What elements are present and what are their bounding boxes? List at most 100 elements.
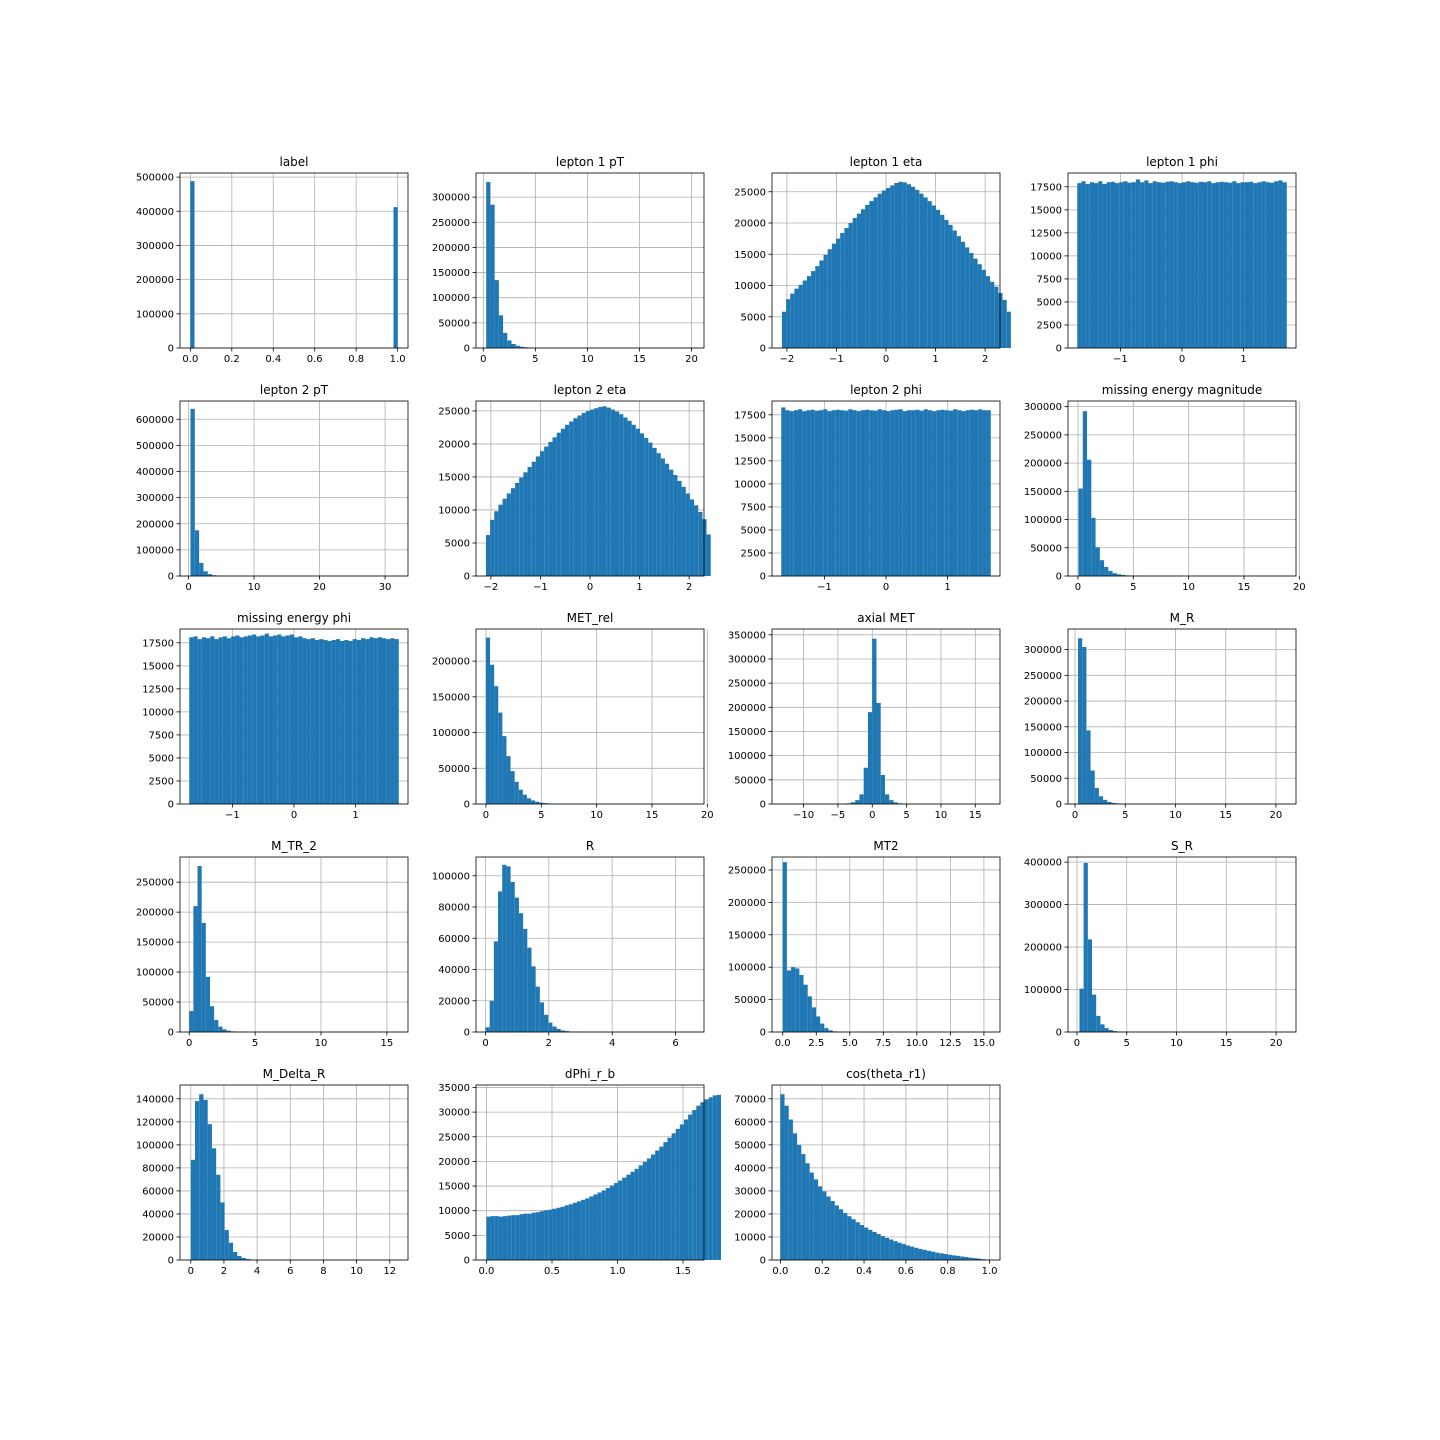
histogram-bar bbox=[784, 1105, 789, 1260]
histogram-bar bbox=[898, 409, 903, 576]
x-tick-label: 15 bbox=[633, 354, 646, 365]
histogram-bar bbox=[994, 286, 999, 348]
histogram-bar bbox=[498, 1216, 503, 1260]
y-tick-label: 0 bbox=[168, 1028, 174, 1039]
histogram-bar bbox=[197, 639, 202, 804]
histogram-bar bbox=[835, 409, 840, 576]
y-tick-label: 350000 bbox=[728, 630, 766, 641]
histogram-bar bbox=[1152, 181, 1157, 348]
histogram-bar bbox=[1082, 647, 1087, 804]
histogram-bar bbox=[361, 638, 366, 804]
histogram-bar bbox=[671, 1133, 676, 1260]
histogram-bar bbox=[518, 789, 523, 804]
histogram-bar bbox=[531, 800, 536, 804]
histogram-bar bbox=[634, 1168, 639, 1260]
histogram-bar bbox=[572, 1202, 577, 1260]
histogram-bar bbox=[548, 1022, 553, 1033]
y-tick-label: 12500 bbox=[1030, 228, 1062, 239]
histogram-bar bbox=[639, 433, 645, 576]
histogram-bar bbox=[239, 637, 244, 804]
histogram-bar bbox=[859, 1225, 865, 1260]
y-tick-label: 60000 bbox=[142, 1186, 174, 1197]
y-tick-label: 30000 bbox=[438, 1108, 470, 1119]
histogram-panel: −1 0 1 0 2500 5000 7500 10000 12500 15000 17500 lep… bbox=[1030, 155, 1297, 365]
histogram-bar bbox=[642, 1161, 647, 1260]
x-tick-label: 12 bbox=[383, 1266, 396, 1277]
histogram-bar bbox=[1194, 182, 1199, 348]
y-tick-label: 50000 bbox=[1030, 543, 1062, 554]
histogram-panel: −1 0 1 0 2500 5000 7500 10000 12500 15000 17500 lep… bbox=[734, 383, 1001, 593]
histogram-bar bbox=[819, 260, 824, 348]
histogram-bar bbox=[1211, 183, 1216, 348]
y-tick-label: 20000 bbox=[734, 1209, 766, 1220]
histogram-bar bbox=[884, 794, 890, 804]
histogram-bar bbox=[981, 269, 986, 349]
histogram-bar bbox=[927, 201, 932, 349]
x-tick-label: 15 bbox=[1238, 582, 1251, 593]
histogram-bar bbox=[510, 882, 515, 1032]
histogram-bar bbox=[197, 865, 202, 1032]
y-tick-label: 200000 bbox=[136, 519, 174, 530]
histogram-bar bbox=[189, 1011, 194, 1032]
histogram-bar bbox=[919, 193, 924, 349]
histogram-bar bbox=[256, 636, 261, 804]
histogram-bar bbox=[965, 247, 970, 349]
y-tick-label: 2500 bbox=[1037, 320, 1062, 331]
histogram-bar bbox=[314, 640, 320, 804]
x-tick-label: 4 bbox=[609, 1038, 615, 1049]
histogram-bar bbox=[285, 635, 290, 804]
x-tick-label: 1.0 bbox=[610, 1266, 626, 1277]
histogram-bar bbox=[646, 1158, 652, 1260]
histogram-bar bbox=[281, 636, 286, 804]
histogram-bar bbox=[822, 1191, 827, 1260]
histogram-bar bbox=[1002, 299, 1007, 349]
x-tick-label: 6 bbox=[672, 1038, 678, 1049]
y-tick-label: 15000 bbox=[438, 472, 470, 483]
histogram-bar bbox=[780, 1094, 785, 1260]
histogram-bar bbox=[228, 1242, 234, 1260]
histogram-bar bbox=[498, 891, 503, 1033]
histogram-bar bbox=[1249, 181, 1254, 348]
chart-title: lepton 2 eta bbox=[554, 383, 627, 397]
y-tick-label: 150000 bbox=[432, 268, 470, 279]
histogram-bar bbox=[700, 1102, 705, 1260]
histogram-bar bbox=[790, 293, 795, 349]
x-tick-label: 1 bbox=[352, 810, 358, 821]
histogram-bar bbox=[679, 1124, 684, 1260]
histogram-bar bbox=[978, 409, 983, 576]
histogram-bar bbox=[581, 1199, 586, 1260]
x-tick-label: −1 bbox=[533, 582, 548, 593]
histogram-bar bbox=[502, 1216, 508, 1260]
y-tick-label: 50000 bbox=[1030, 774, 1062, 785]
y-tick-label: 0 bbox=[464, 1256, 470, 1267]
y-tick-label: 0 bbox=[760, 800, 766, 811]
histogram-bar bbox=[894, 183, 899, 348]
histogram-bar bbox=[694, 505, 699, 576]
histogram-bar bbox=[811, 271, 816, 349]
histogram-bar bbox=[952, 230, 957, 348]
x-tick-label: 5 bbox=[538, 810, 544, 821]
histogram-bar bbox=[688, 1114, 693, 1260]
histogram-bar bbox=[352, 639, 357, 804]
histogram-bar bbox=[1103, 799, 1108, 804]
histogram-bar bbox=[840, 233, 845, 348]
y-tick-label: 12500 bbox=[734, 456, 766, 467]
y-tick-label: 400000 bbox=[1024, 858, 1062, 869]
y-tick-label: 120000 bbox=[136, 1117, 174, 1128]
histogram-bar bbox=[348, 640, 353, 804]
axes-frame bbox=[1067, 628, 1297, 805]
histogram-bar bbox=[948, 410, 954, 576]
histogram-bar bbox=[923, 197, 928, 349]
x-tick-label: 10 bbox=[590, 810, 603, 821]
histogram-bar bbox=[905, 1245, 911, 1260]
histogram-bar bbox=[548, 441, 553, 576]
histogram-bar bbox=[494, 511, 499, 576]
histogram-bar bbox=[902, 182, 907, 349]
y-tick-label: 300000 bbox=[432, 193, 470, 204]
histogram-panel: 0.0 0.2 0.4 0.6 0.8 1.0 0 100000 200000 300000 400… bbox=[136, 155, 409, 365]
histogram-bar bbox=[369, 637, 374, 804]
histogram-bar bbox=[1257, 182, 1262, 348]
histogram-bar bbox=[977, 264, 982, 348]
histogram-bar bbox=[277, 634, 282, 804]
histogram-bar bbox=[540, 451, 545, 576]
